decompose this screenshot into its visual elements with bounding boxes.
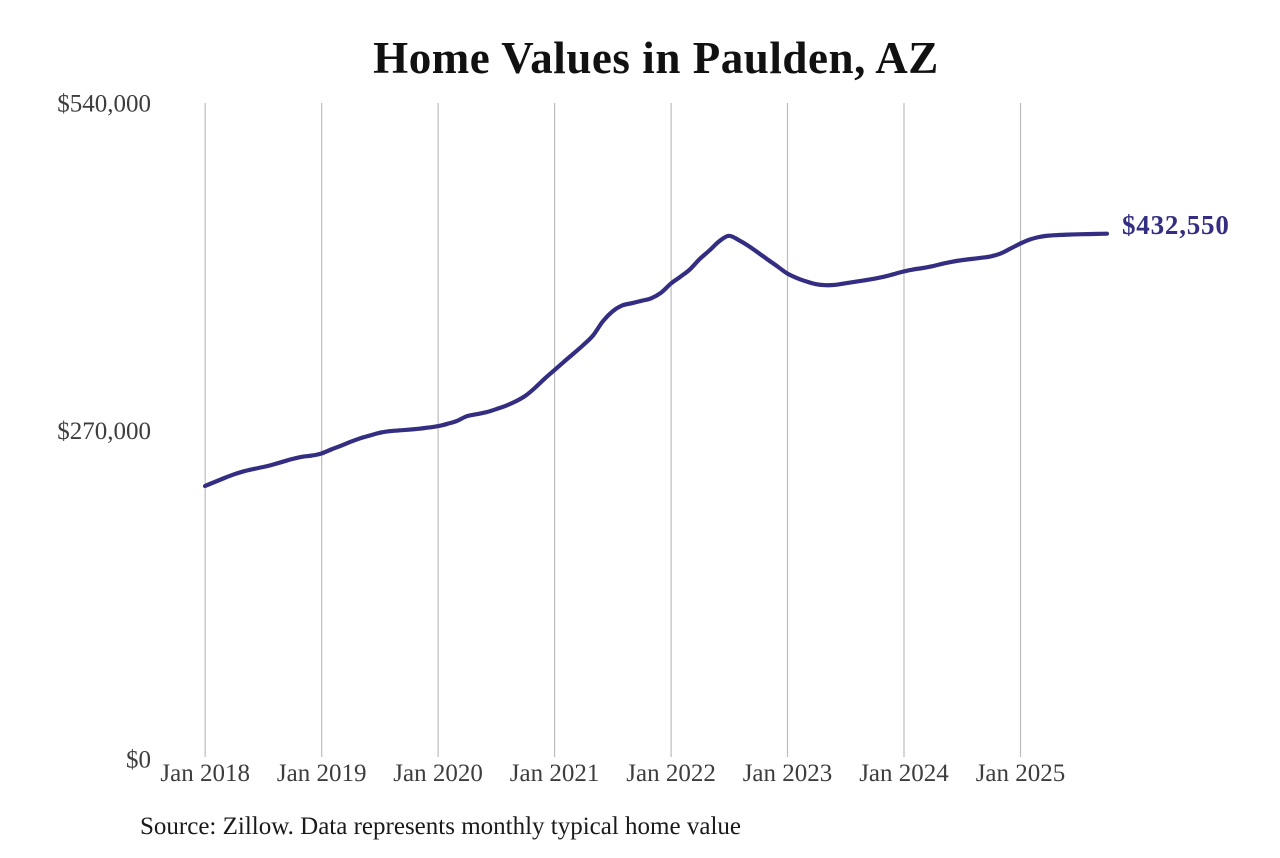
svg-text:Jan 2024: Jan 2024: [859, 760, 949, 787]
svg-text:Jan 2025: Jan 2025: [976, 760, 1066, 787]
svg-text:Source: Zillow. Data represent: Source: Zillow. Data represents monthly …: [140, 813, 741, 840]
svg-text:Jan 2018: Jan 2018: [160, 760, 250, 787]
svg-text:$540,000: $540,000: [57, 91, 151, 118]
svg-text:Jan 2019: Jan 2019: [277, 760, 367, 787]
svg-text:Jan 2023: Jan 2023: [743, 760, 833, 787]
svg-text:Home Values in Paulden, AZ: Home Values in Paulden, AZ: [373, 33, 939, 83]
svg-text:$432,550: $432,550: [1122, 210, 1230, 240]
svg-text:Jan 2021: Jan 2021: [510, 760, 600, 787]
svg-text:$0: $0: [126, 747, 151, 774]
svg-text:Jan 2020: Jan 2020: [393, 760, 483, 787]
svg-text:Jan 2022: Jan 2022: [626, 760, 716, 787]
svg-text:$270,000: $270,000: [57, 418, 151, 445]
